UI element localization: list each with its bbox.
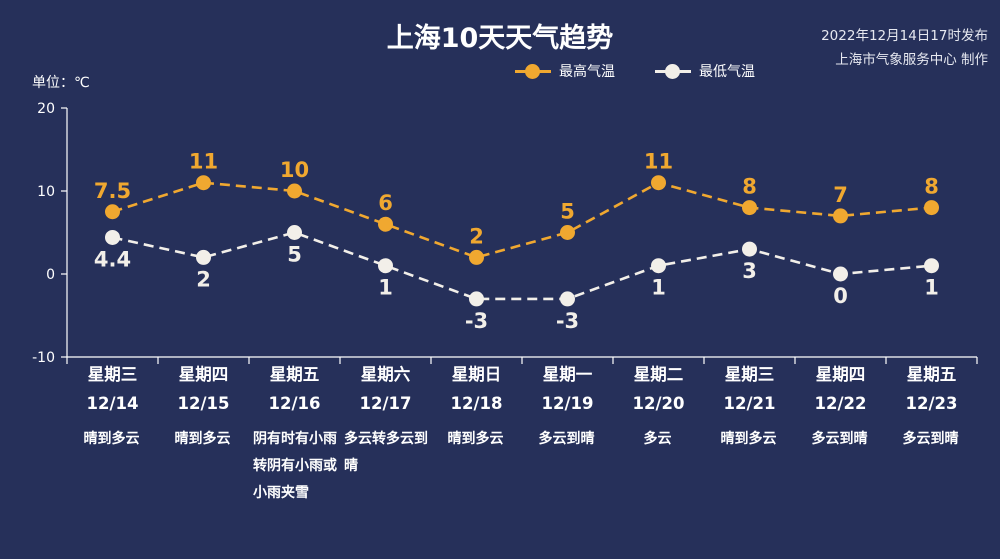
data-label-low: -3 [556,309,579,333]
data-point-high [378,216,393,232]
data-label-high: 11 [189,150,218,174]
weather-description: 多云到晴 [811,431,868,447]
date-label: 12/20 [632,394,685,413]
data-point-high [833,208,848,224]
weather-description: 多云到晴 [538,431,595,447]
data-label-low: 3 [742,259,757,283]
weekday-label: 星期四 [178,365,229,384]
data-label-low: 2 [196,267,211,291]
data-point-high [560,225,575,240]
day-column: 星期二 12/20 多云 [613,360,704,453]
data-label-low: 5 [287,243,302,267]
weather-description: 多云转多云到晴 [344,431,428,474]
date-label: 12/23 [905,394,958,413]
date-label: 12/14 [86,394,139,413]
publish-time: 2022年12月14日17时发布 [821,28,988,44]
data-label-low: 0 [833,284,848,308]
data-point-low [560,291,575,307]
day-column: 星期四 12/15 晴到多云 [158,360,249,453]
y-tick-label: -10 [32,350,55,366]
weather-description: 阴有时有小雨转阴有小雨或小雨夹雪 [253,431,337,501]
weather-description: 多云 [643,431,672,447]
data-label-high: 8 [742,175,757,199]
weekday-label: 星期一 [542,365,593,384]
data-label-high: 11 [644,150,673,174]
data-label-high: 7.5 [94,179,131,203]
y-tick-label: 20 [37,101,55,117]
day-column: 星期三 12/21 晴到多云 [704,360,795,453]
data-label-low: 1 [651,276,666,300]
weekday-label: 星期三 [724,365,775,384]
data-point-low [742,241,757,257]
date-label: 12/21 [723,394,776,413]
data-point-high [287,183,302,199]
data-point-low [833,266,848,282]
data-point-high [105,204,120,220]
day-column: 星期五 12/23 多云到晴 [886,360,977,453]
data-label-low: 1 [924,276,939,300]
data-label-high: 7 [833,183,848,207]
day-column: 星期四 12/22 多云到晴 [795,360,886,453]
legend-high-label: 最高气温 [559,64,615,80]
series-line-low [112,231,932,301]
weather-description: 晴到多云 [174,431,231,447]
weather-description: 晴到多云 [720,431,777,447]
weather-description: 多云到晴 [902,431,959,447]
date-label: 12/16 [268,394,321,413]
date-label: 12/18 [450,394,503,413]
weekday-label: 星期五 [269,365,320,384]
y-tick-label: 10 [37,184,55,200]
weekday-label: 星期四 [815,365,866,384]
weekday-label: 星期日 [451,365,502,384]
data-label-high: 10 [280,158,309,182]
publish-info: 2022年12月14日17时发布 上海市气象服务中心 制作 [821,24,988,72]
data-point-low [287,225,302,240]
data-point-low [469,291,484,307]
day-column: 星期六 12/17 多云转多云到晴 [340,360,431,480]
data-point-low [105,229,120,245]
data-point-high [469,249,484,265]
date-label: 12/19 [541,394,594,413]
data-label-low: 1 [378,276,393,300]
data-label-high: 5 [560,200,575,224]
date-label: 12/22 [814,394,867,413]
day-column: 星期日 12/18 晴到多云 [431,360,522,453]
data-label-low: -3 [465,309,488,333]
legend-low-label: 最低气温 [699,64,755,80]
chart-title: 上海10天天气趋势 [386,23,614,54]
weather-description: 晴到多云 [447,431,504,447]
data-point-low [196,249,211,265]
day-column: 星期五 12/16 阴有时有小雨转阴有小雨或小雨夹雪 [249,360,340,507]
weekday-label: 星期三 [87,365,138,384]
series-line-high [112,181,932,259]
weekday-label: 星期五 [906,365,957,384]
data-point-high [924,200,939,216]
data-point-high [651,175,666,191]
day-column: 星期一 12/19 多云到晴 [522,360,613,453]
weather-description: 晴到多云 [83,431,140,447]
date-label: 12/15 [177,394,230,413]
legend-low: 最低气温 [655,61,755,81]
publisher: 上海市气象服务中心 制作 [835,52,988,68]
day-column: 星期三 12/14 晴到多云 [67,360,158,453]
date-label: 12/17 [359,394,412,413]
legend-high-marker-icon [515,61,551,81]
weekday-label: 星期二 [633,365,684,384]
data-label-high: 8 [924,175,939,199]
data-point-low [651,258,666,274]
weekday-label: 星期六 [360,365,411,384]
y-axis-unit-label: 单位：℃ [32,75,90,91]
data-point-high [742,200,757,216]
data-point-low [924,258,939,274]
data-label-high: 2 [469,224,484,248]
data-label-low: 4.4 [94,247,131,271]
data-point-high [196,175,211,191]
data-label-high: 6 [378,191,393,215]
y-tick-label: 0 [46,267,55,283]
data-point-low [378,258,393,274]
legend-low-marker-icon [655,61,691,81]
legend-high: 最高气温 [515,61,615,81]
